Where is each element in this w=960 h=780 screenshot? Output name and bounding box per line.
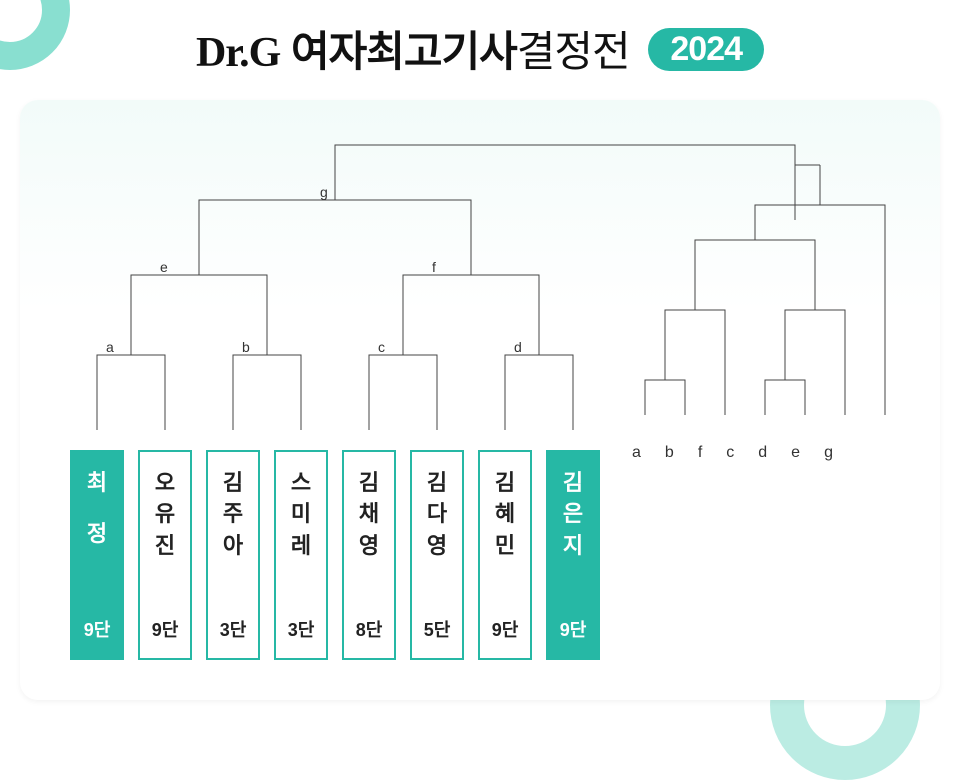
loser-g: g [824, 444, 833, 462]
loser-d: d [758, 444, 767, 462]
player-name: 김혜민 [495, 470, 515, 558]
player-rank: 9단 [152, 616, 179, 642]
player-box-1: 오유진 9단 [138, 450, 192, 660]
player-box-4: 김채영 8단 [342, 450, 396, 660]
svg-text:d: d [514, 339, 522, 355]
losers-bracket-labels: a b f c d e g [632, 444, 833, 462]
player-box-5: 김다영 5단 [410, 450, 464, 660]
player-name: 김다영 [427, 470, 447, 558]
player-rank: 5단 [424, 616, 451, 642]
svg-text:g: g [320, 184, 328, 200]
player-name: 스미레 [291, 470, 311, 558]
player-rank: 3단 [220, 616, 247, 642]
player-box-7: 김은지 9단 [546, 450, 600, 660]
player-name: 김채영 [359, 470, 379, 558]
title-light: 결정전 [517, 28, 630, 75]
player-box-0: 최정 9단 [70, 450, 124, 660]
svg-text:f: f [432, 259, 436, 275]
player-rank: 8단 [356, 616, 383, 642]
bracket-card: a b c d e f g [20, 100, 940, 700]
svg-text:a: a [106, 339, 114, 355]
player-name: 최정 [87, 470, 107, 547]
player-box-2: 김주아 3단 [206, 450, 260, 660]
player-name: 김주아 [223, 470, 243, 558]
player-rank: 9단 [560, 616, 587, 642]
loser-f: f [698, 444, 702, 462]
year-badge: 2024 [648, 28, 764, 71]
loser-b: b [665, 444, 674, 462]
player-name: 김은지 [563, 470, 583, 558]
player-rank: 9단 [84, 616, 111, 642]
svg-text:e: e [160, 259, 168, 275]
player-rank: 9단 [492, 616, 519, 642]
loser-a: a [632, 444, 641, 462]
loser-c: c [726, 444, 734, 462]
bracket-diagram-main: a b c d e f g [20, 110, 940, 430]
player-box-3: 스미레 3단 [274, 450, 328, 660]
svg-text:c: c [378, 339, 385, 355]
brand-text: Dr.G [196, 30, 280, 76]
loser-e: e [791, 444, 800, 462]
player-name: 오유진 [155, 470, 175, 558]
page-title: Dr.G 여자최고기사결정전 2024 [0, 18, 960, 79]
player-rank: 3단 [288, 616, 315, 642]
player-box-6: 김혜민 9단 [478, 450, 532, 660]
svg-text:b: b [242, 339, 250, 355]
title-bold: 여자최고기사 [291, 28, 517, 75]
player-row: 최정 9단 오유진 9단 김주아 3단 스미레 3단 김채영 8단 김다영 5단 김혜민 9단 김은지 9단 [70, 450, 600, 660]
